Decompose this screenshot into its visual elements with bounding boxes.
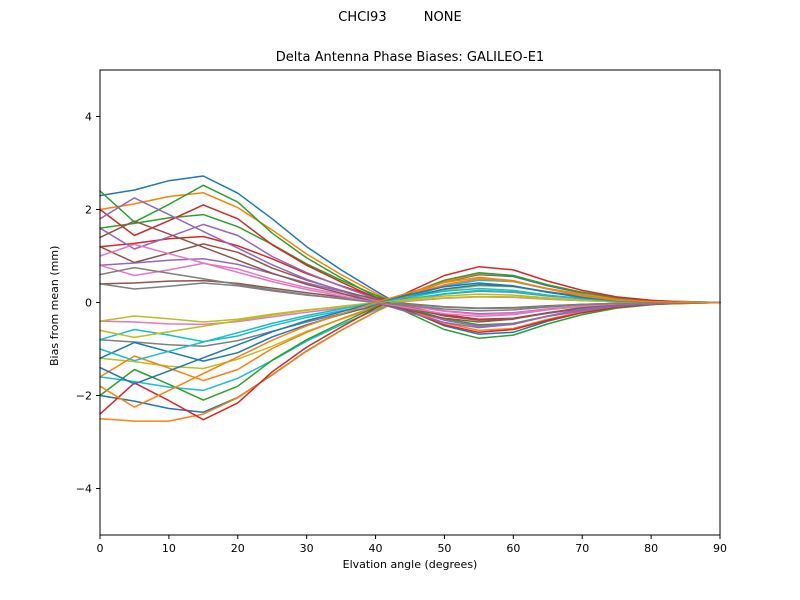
x-tick-label: 0: [97, 542, 104, 555]
x-tick-label: 70: [575, 542, 589, 555]
series-line-23: [99, 265, 721, 421]
x-tick-label: 10: [162, 542, 176, 555]
x-tick-label: 40: [369, 542, 383, 555]
series-line-31: [99, 276, 721, 408]
x-tick-label: 90: [713, 542, 727, 555]
x-tick-label: 60: [506, 542, 520, 555]
x-tick-label: 30: [300, 542, 314, 555]
x-axis-label: Elvation angle (degrees): [342, 558, 478, 571]
axes-title: Delta Antenna Phase Biases: GALILEO-E1: [275, 50, 545, 65]
series-line-12: [99, 184, 721, 340]
y-axis-label: Bias from mean (mm): [48, 245, 61, 366]
x-tick-label: 20: [231, 542, 245, 555]
y-tick-label: 0: [85, 297, 92, 310]
x-tick-label: 50: [437, 542, 451, 555]
axes-border: [99, 69, 721, 536]
series-line-22: [99, 271, 721, 401]
y-tick-label: −2: [76, 390, 92, 403]
y-tick-label: 2: [85, 204, 92, 217]
series-line-27: [99, 266, 721, 312]
x-tick-label: 80: [644, 542, 658, 555]
series-line-13: [99, 204, 721, 334]
y-tick-label: −4: [76, 483, 92, 496]
figure-suptitle: CHCI93 NONE: [338, 10, 462, 25]
y-tick-label: 4: [85, 111, 92, 124]
